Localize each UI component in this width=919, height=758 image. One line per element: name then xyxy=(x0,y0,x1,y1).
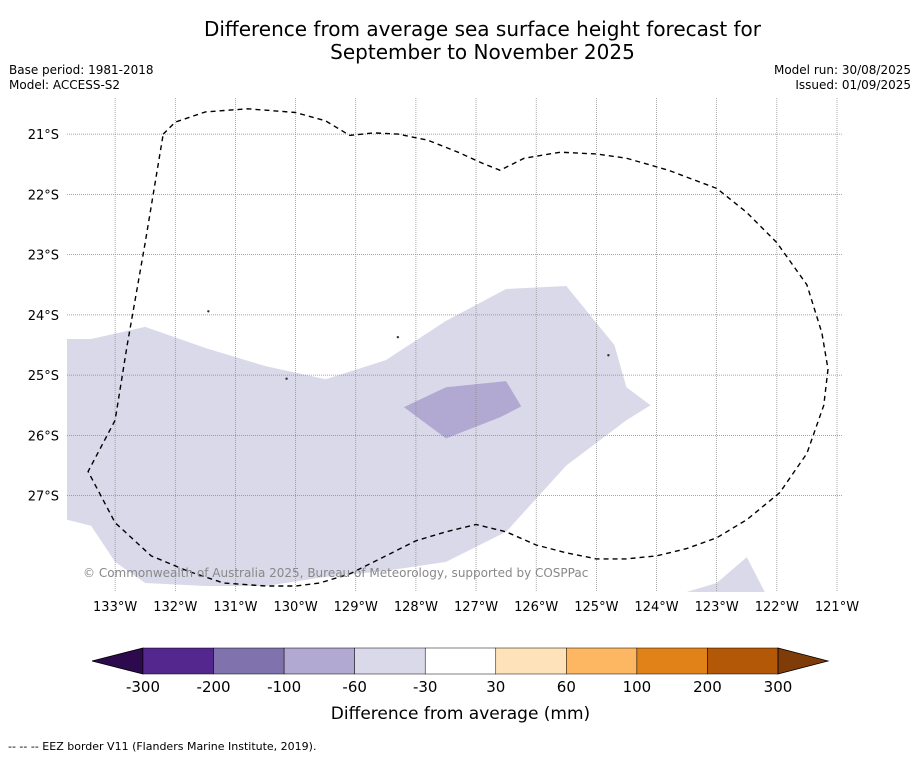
lat-tick-label: 24°S xyxy=(28,309,59,324)
lon-tick-label: 132°W xyxy=(153,600,197,615)
lon-tick-label: 126°W xyxy=(514,600,558,615)
axis-labels: 21°S 22°S 23°S 24°S 25°S 26°S 27°S 133°W 132°W 13… xyxy=(28,128,860,615)
colorbar-segment xyxy=(495,647,567,675)
lat-tick-label: 25°S xyxy=(28,369,59,384)
copyright-notice: © Commonwealth of Australia 2025, Bureau… xyxy=(83,566,588,580)
anomaly-region-medium xyxy=(403,381,522,439)
colorbar-tick-label: 200 xyxy=(693,678,722,696)
title-line-1: Difference from average sea surface heig… xyxy=(203,17,762,41)
colorbar-segment xyxy=(566,647,638,675)
island-marker xyxy=(607,354,610,357)
colorbar-tick-label: 300 xyxy=(764,678,793,696)
anomaly-region-light xyxy=(67,286,651,586)
colorbar-segment xyxy=(142,647,214,675)
colorbar-tick-label: -300 xyxy=(126,678,160,696)
lon-tick-label: 129°W xyxy=(334,600,378,615)
lon-tick-label: 133°W xyxy=(93,600,137,615)
colorbar-tick-label: -60 xyxy=(342,678,367,696)
colorbar-tick-label: 30 xyxy=(486,678,505,696)
lat-tick-label: 21°S xyxy=(28,128,59,143)
lat-tick-label: 27°S xyxy=(28,490,59,505)
eez-boundary-line xyxy=(87,108,829,587)
lon-tick-label: 123°W xyxy=(695,600,739,615)
base-period: Base period: 1981-2018 xyxy=(9,63,154,77)
anomaly-region-southeast xyxy=(686,557,765,592)
lon-tick-label: 122°W xyxy=(755,600,799,615)
anomaly-fills xyxy=(67,286,765,592)
colorbar-tick-label: -100 xyxy=(267,678,301,696)
colorbar-tick-label: -30 xyxy=(413,678,438,696)
island-marker xyxy=(396,335,400,339)
colorbar-tick-label: 60 xyxy=(557,678,576,696)
map-title: Difference from average sea surface heig… xyxy=(0,18,919,64)
colorbar-tick-label: -200 xyxy=(197,678,231,696)
lat-tick-label: 22°S xyxy=(28,188,59,203)
lat-tick-label: 26°S xyxy=(28,429,59,444)
colorbar-segment xyxy=(354,647,426,675)
graticule xyxy=(67,98,843,592)
colorbar-segment xyxy=(213,647,285,675)
title-line-2: September to November 2025 xyxy=(330,40,635,64)
model-run: Model run: 30/08/2025 xyxy=(773,63,911,77)
island-marker xyxy=(207,310,210,313)
lon-tick-label: 125°W xyxy=(574,600,618,615)
colorbar-segment xyxy=(707,647,779,675)
model-name: Model: ACCESS-S2 xyxy=(9,78,121,92)
colorbar-segment xyxy=(636,647,708,675)
colorbar: -300 -200 -100 -60 -30 30 60 100 200 300 Differenc… xyxy=(91,647,830,724)
colorbar-title: Difference from average (mm) xyxy=(331,704,590,724)
meta-right: Model run: 30/08/2025 Issued: 01/09/2025 xyxy=(774,63,911,93)
lon-tick-label: 124°W xyxy=(634,600,678,615)
eez-border xyxy=(87,108,829,587)
meta-left: Base period: 1981-2018 Model: ACCESS-S2 xyxy=(9,63,154,93)
lat-tick-label: 23°S xyxy=(28,249,59,264)
lon-tick-label: 130°W xyxy=(274,600,318,615)
eez-footnote: -- -- -- EEZ border V11 (Flanders Marine… xyxy=(8,740,317,753)
colorbar-extend-high xyxy=(777,647,830,675)
lon-tick-label: 121°W xyxy=(815,600,859,615)
lon-tick-label: 131°W xyxy=(213,600,257,615)
lon-tick-label: 127°W xyxy=(454,600,498,615)
colorbar-tick-label: 100 xyxy=(623,678,652,696)
colorbar-segment xyxy=(283,647,355,675)
colorbar-extend-low xyxy=(91,647,144,675)
lon-tick-label: 128°W xyxy=(394,600,438,615)
issued-date: Issued: 01/09/2025 xyxy=(795,78,911,92)
island-marker xyxy=(285,377,288,380)
colorbar-segment xyxy=(424,647,497,675)
